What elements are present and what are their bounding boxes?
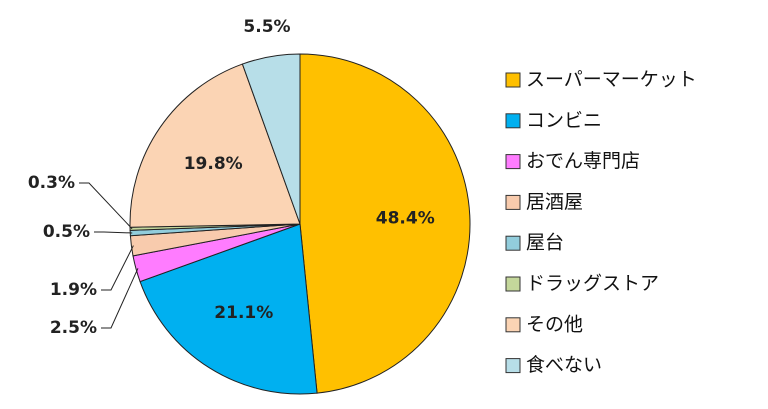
leader-line: [79, 182, 133, 230]
legend-swatch: [505, 113, 521, 129]
pie-slice: [129, 63, 301, 228]
legend-label: 居酒屋: [526, 191, 583, 213]
legend-label: コンビニ: [526, 109, 602, 131]
data-label: 48.4%: [376, 209, 435, 229]
legend-label: 屋台: [526, 232, 564, 254]
data-label: 21.1%: [214, 303, 273, 323]
leader-line: [101, 245, 134, 291]
legend-swatch: [505, 154, 521, 170]
legend-swatch: [505, 317, 521, 333]
legend-swatch: [505, 194, 521, 210]
legend-swatch: [505, 235, 521, 251]
legend-label: おでん専門店: [526, 150, 640, 172]
data-label: 5.5%: [243, 17, 290, 37]
legend-swatch: [505, 276, 521, 292]
data-label: 1.9%: [50, 280, 97, 300]
pie-slice: [241, 53, 301, 225]
legend-swatch: [505, 72, 521, 88]
pie-slice: [299, 53, 471, 394]
legend-label: その他: [526, 313, 583, 335]
data-label: 2.5%: [50, 318, 97, 338]
leader-line: [101, 268, 139, 329]
data-label: 19.8%: [184, 154, 243, 174]
leader-line: [94, 231, 133, 234]
data-label: 0.3%: [28, 173, 75, 193]
legend-label: スーパーマーケット: [526, 69, 697, 91]
legend-label: ドラッグストア: [526, 273, 659, 295]
pie-slice: [139, 223, 318, 395]
data-label: 0.5%: [43, 222, 90, 242]
legend-label: 食べない: [526, 354, 602, 376]
legend-swatch: [505, 358, 521, 374]
